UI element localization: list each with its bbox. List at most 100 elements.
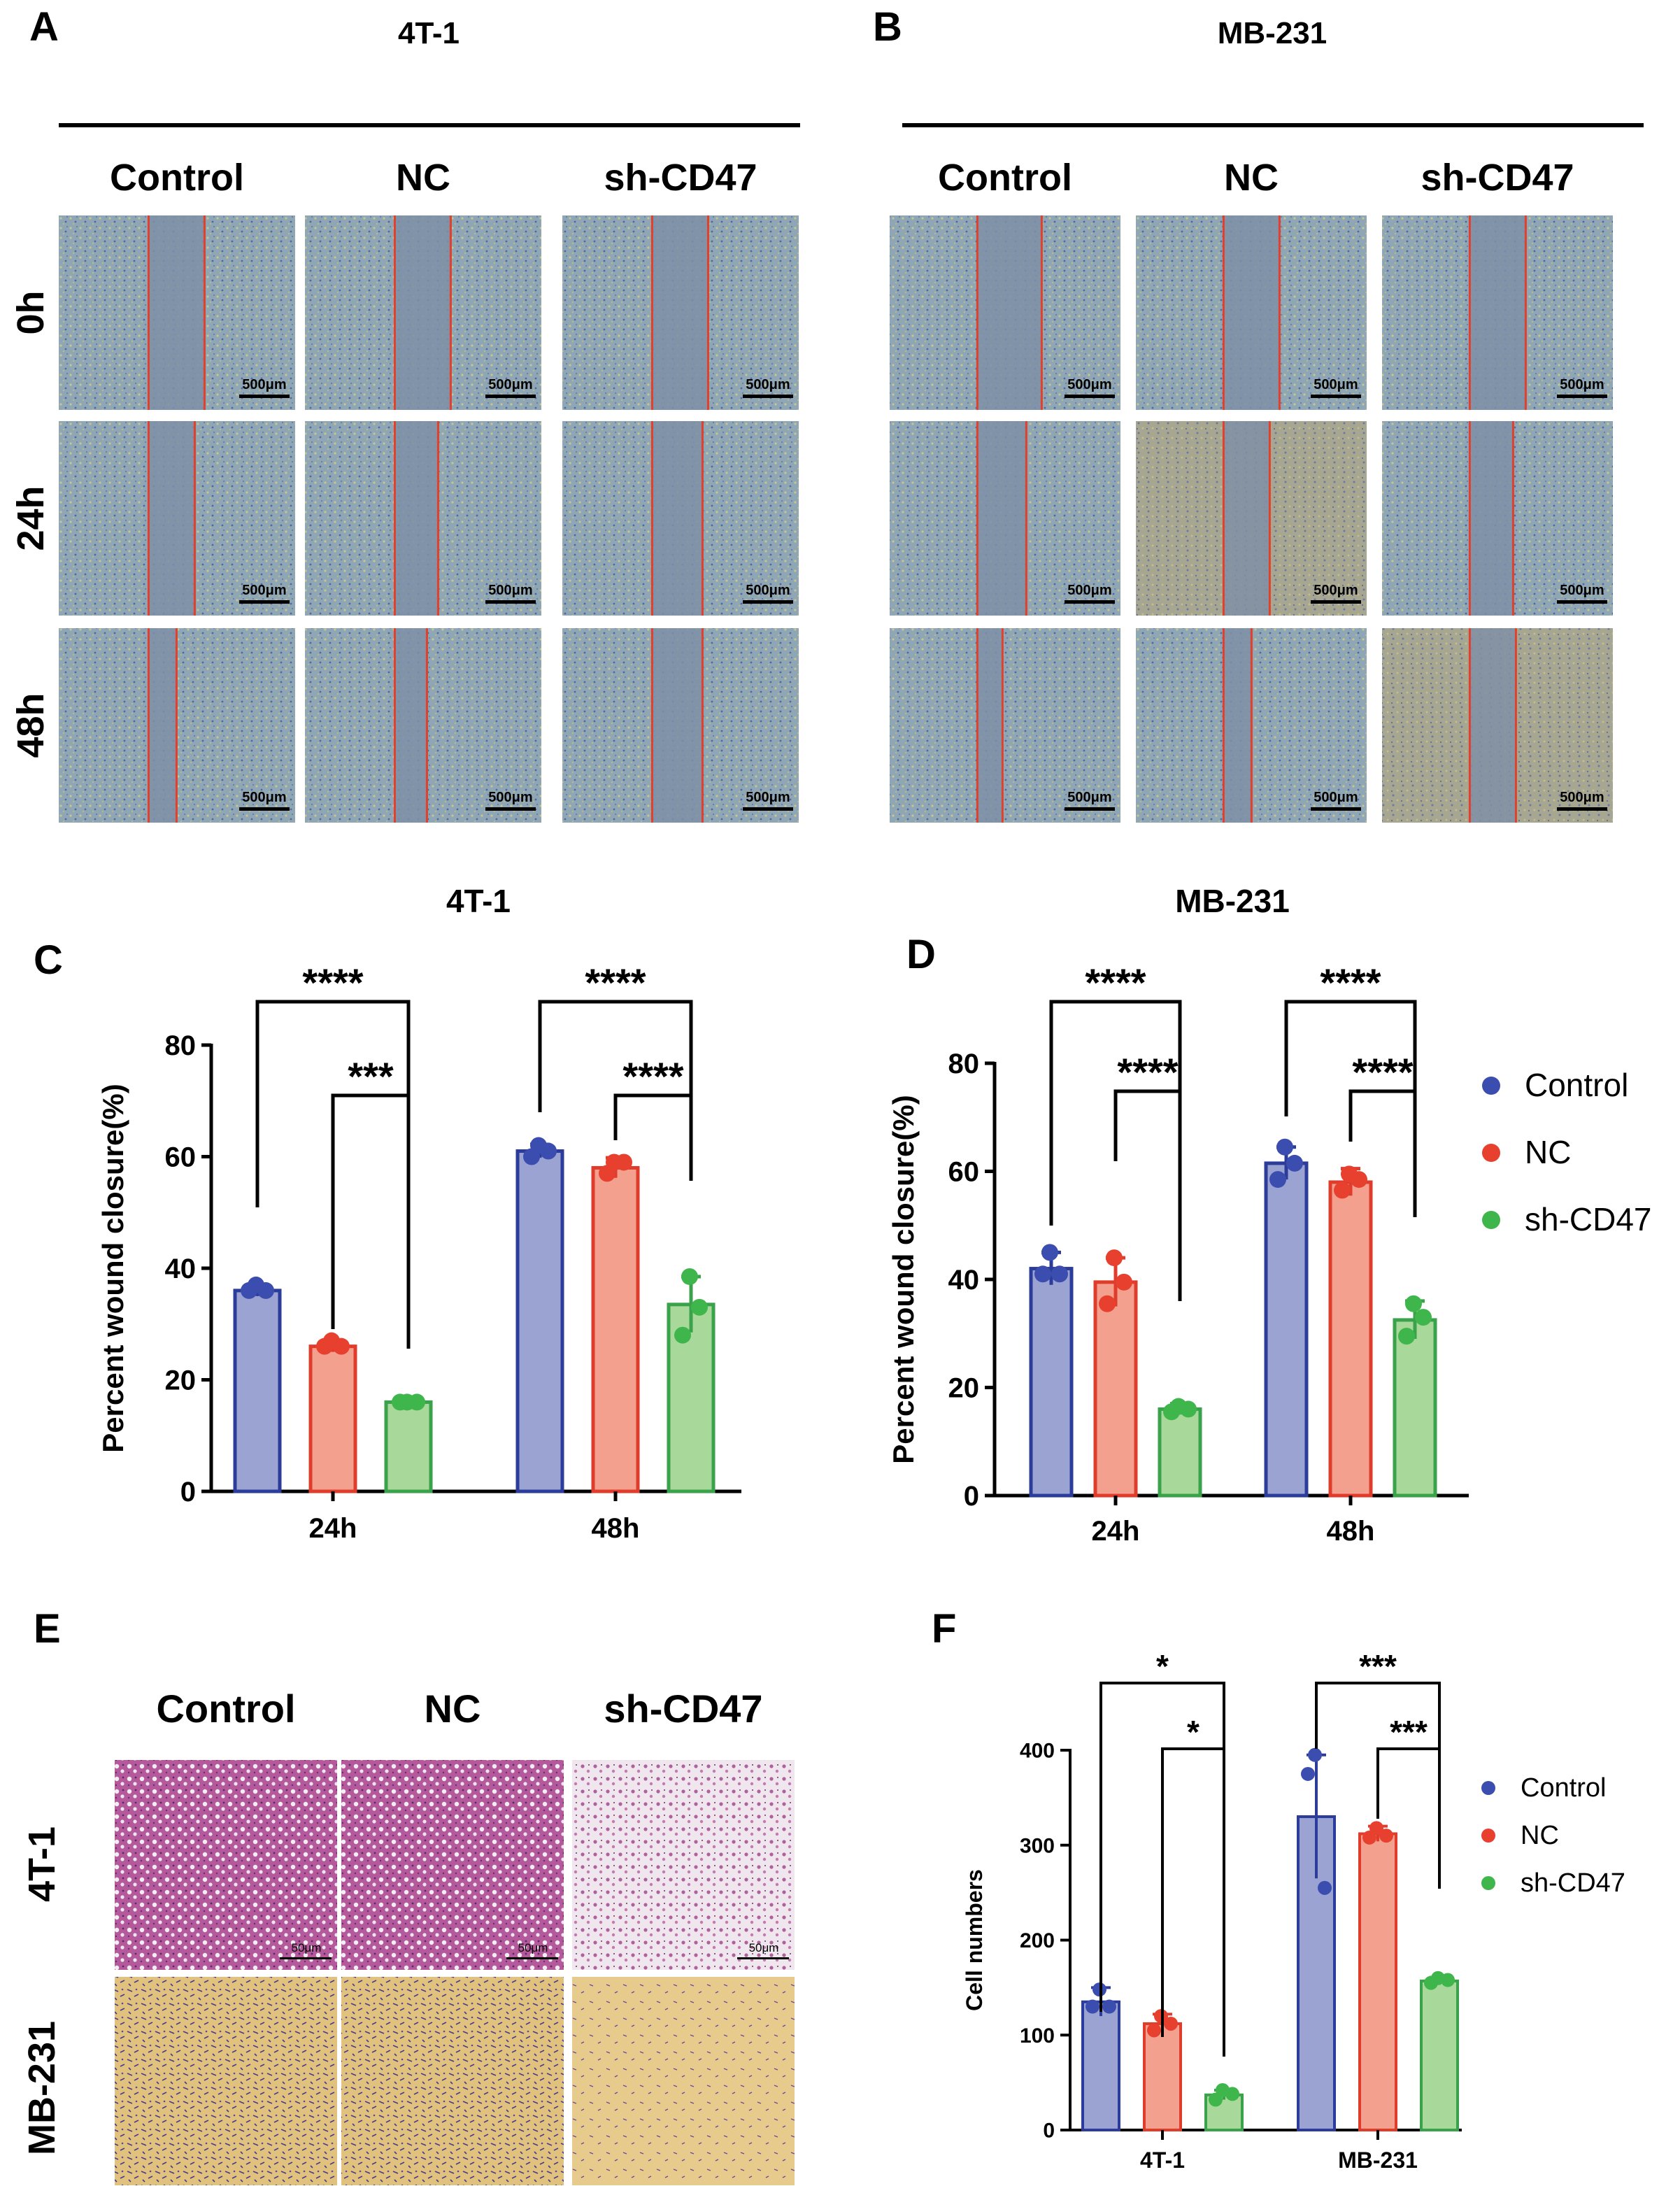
wound-gap [148, 421, 195, 616]
transwell-cells [115, 1760, 337, 1970]
significance-stars: **** [1085, 960, 1146, 1005]
data-point [1116, 1273, 1132, 1291]
bar [1029, 1267, 1074, 1498]
scale-bar [1557, 600, 1607, 604]
scale-bar-label: 50μm [518, 1941, 548, 1954]
significance-bracket [1348, 1089, 1417, 1217]
time-label: 24h [10, 485, 52, 551]
panel-label-B: B [873, 4, 902, 50]
legend-marker-3 [1482, 1211, 1500, 1229]
scale-bar-label: 500μm [1314, 583, 1358, 598]
data-point [1318, 1880, 1332, 1895]
wound-gap [394, 215, 451, 410]
y-axis-label: Cell numbers [962, 1869, 987, 2011]
scale-bar-label: 500μm [488, 377, 532, 392]
significance-bracket [1161, 1747, 1225, 2057]
transwell-cells [572, 1760, 795, 1970]
wound-gap [1469, 215, 1526, 410]
wound-gap [148, 628, 177, 823]
x-tick-label: 24h [309, 1513, 357, 1544]
legend-label-3: sh-CD47 [1525, 1201, 1652, 1237]
scale-bar [239, 807, 290, 811]
scale-bar-label: 500μm [1560, 377, 1604, 392]
legend-label-2: NC [1525, 1134, 1571, 1170]
y-tick-label: 80 [948, 1049, 980, 1079]
condition-label-E: sh-CD47 [604, 1687, 762, 1731]
micrograph-A: 500μm [562, 421, 799, 616]
wound-gap [1469, 421, 1514, 616]
wound-gap [1223, 421, 1270, 616]
scale-bar [506, 1957, 558, 1959]
bar [1393, 1318, 1437, 1498]
micrograph-A: 500μm [305, 215, 541, 410]
data-point [691, 1298, 708, 1316]
significance-bracket [1113, 1089, 1182, 1301]
chart-D: 0 20 40 60 80 Percent wound closure(%) 24h 48h *… [887, 960, 1469, 1547]
scale-bar [1311, 395, 1361, 398]
y-tick-label: 40 [948, 1265, 980, 1296]
data-point [1085, 1999, 1099, 2014]
panel-label-E: E [34, 1606, 61, 1652]
data-point [1276, 1138, 1293, 1156]
data-point [1441, 1973, 1455, 1987]
panel-label-F: F [932, 1606, 956, 1652]
scale-bar-label: 500μm [1067, 377, 1111, 392]
data-point [1164, 2016, 1178, 2031]
bar [515, 1149, 564, 1493]
data-point [1106, 1249, 1123, 1267]
bar [1093, 1280, 1138, 1498]
wound-gap [1469, 628, 1516, 823]
wound-gap [1223, 215, 1280, 410]
wound-gap [652, 421, 703, 616]
bar [1420, 1979, 1459, 2132]
significance-stars: **** [1352, 1050, 1413, 1094]
chart-title-D: MB-231 [1175, 883, 1290, 919]
wound-gap [1223, 628, 1252, 823]
data-point [1415, 1309, 1432, 1326]
data-point [1147, 2023, 1161, 2038]
significance-stars: *** [1359, 1648, 1397, 1684]
data-point [1362, 1830, 1376, 1845]
data-point [1041, 1244, 1058, 1261]
data-point [599, 1165, 615, 1182]
significance-stars: * [1156, 1648, 1169, 1684]
data-point [1286, 1154, 1303, 1172]
x-tick-label: 4T-1 [1140, 2148, 1185, 2173]
micrograph-A: 500μm [59, 215, 295, 410]
significance-stars: **** [302, 960, 363, 1005]
significance-bracket [331, 1093, 411, 1349]
row-label-E: 4T-1 [21, 1826, 63, 1902]
transwell-image [115, 1977, 337, 2185]
data-point [1379, 1829, 1393, 1843]
scale-bar-label: 500μm [1560, 583, 1604, 598]
scale-bar [743, 395, 793, 398]
data-point [1225, 2087, 1239, 2101]
significance-bracket [255, 1000, 411, 1207]
panel-label-C: C [34, 937, 63, 983]
micrograph-A: 500μm [59, 421, 295, 616]
scale-bar-label: 500μm [1314, 790, 1358, 805]
significance-stars: **** [622, 1054, 683, 1098]
scale-bar-label: 500μm [1067, 790, 1111, 805]
scale-bar [1065, 807, 1115, 811]
scale-bar-label: 500μm [1067, 583, 1111, 598]
chart-title-C: 4T-1 [446, 883, 511, 919]
data-point [1334, 1181, 1351, 1199]
transwell-image: 50μm [115, 1760, 337, 1970]
scale-bar-label: 500μm [488, 583, 532, 598]
transwell-image [341, 1977, 564, 2185]
scale-bar-label: 50μm [292, 1941, 322, 1954]
data-point [1301, 1766, 1315, 1781]
panel-title-A: 4T-1 [398, 16, 460, 50]
legend-f-marker-2 [1481, 1829, 1495, 1843]
condition-label-A: sh-CD47 [604, 157, 757, 199]
y-tick-label: 0 [1043, 2120, 1055, 2143]
y-tick-label: 80 [165, 1030, 197, 1061]
micrograph-A: 500μm [562, 628, 799, 823]
y-tick-label: 40 [165, 1254, 197, 1284]
bar [384, 1400, 433, 1493]
y-tick-label: 20 [165, 1365, 197, 1396]
transwell-cells [341, 1760, 564, 1970]
